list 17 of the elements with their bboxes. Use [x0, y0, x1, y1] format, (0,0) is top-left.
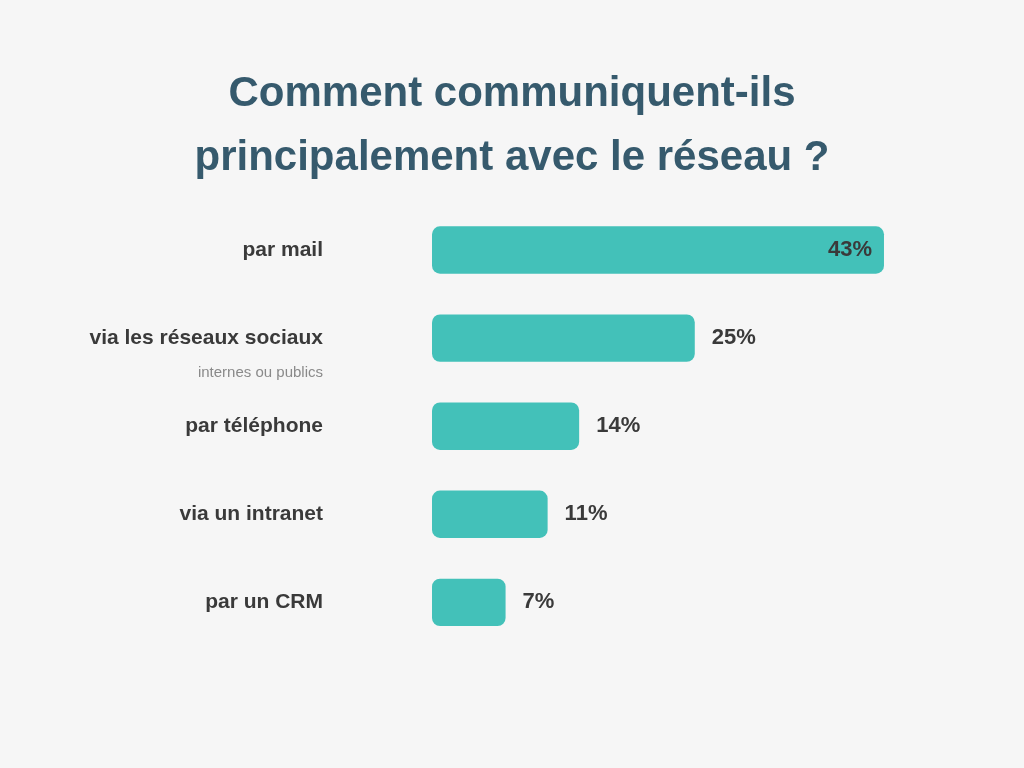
y-tick-label: par un CRM	[205, 589, 323, 613]
data-label: 11%	[564, 500, 608, 526]
bar	[432, 226, 884, 274]
bar	[432, 402, 580, 450]
y-tick-label: via les réseaux sociaux	[89, 324, 324, 348]
data-label: 43%	[827, 236, 872, 262]
bar	[432, 490, 548, 538]
data-label: 14%	[596, 412, 641, 438]
bar	[432, 578, 506, 627]
data-label: 25%	[711, 324, 756, 350]
y-tick-label: par téléphone	[185, 413, 323, 436]
data-label: 7%	[522, 588, 555, 614]
bar	[432, 314, 695, 362]
text: internes ou publics	[197, 363, 323, 381]
y-tick-label: via un intranet	[179, 501, 323, 525]
chart-title: Comment communiquent-ils principalement avec le réseau ?	[193, 67, 831, 181]
y-tick-label: par mail	[242, 236, 323, 260]
